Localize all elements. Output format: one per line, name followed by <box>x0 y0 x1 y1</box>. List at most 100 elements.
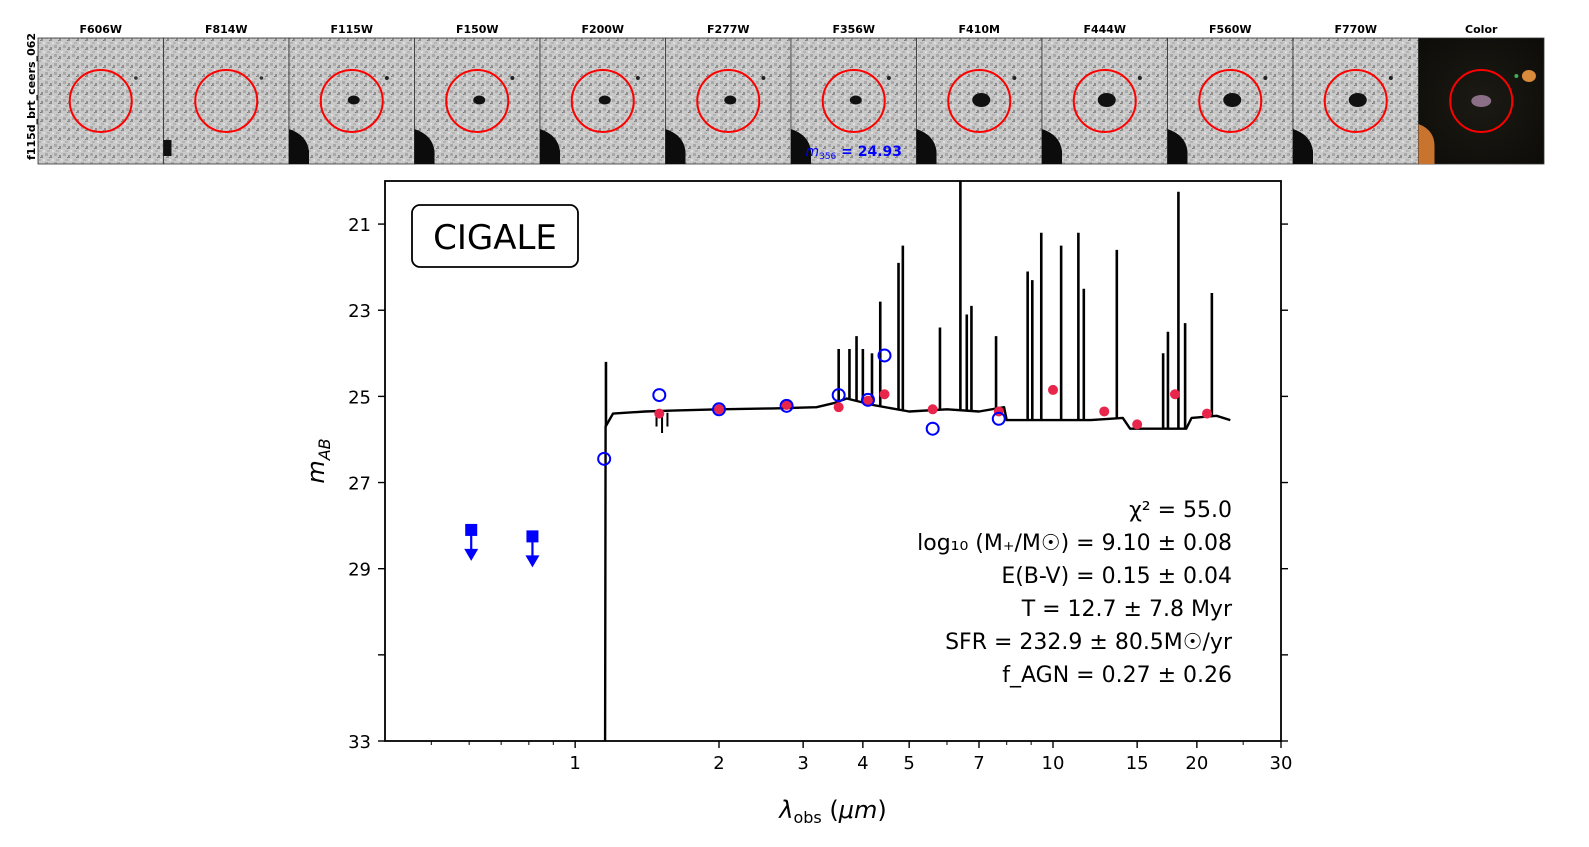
corner-source <box>1042 129 1062 164</box>
stamp-f356w: F356W m356 = 24.93 <box>790 23 917 165</box>
fit-statistic: f_AGN = 0.27 ± 0.26 <box>1002 663 1232 688</box>
neighbor-source <box>1514 74 1519 78</box>
aperture-circle <box>1449 69 1514 133</box>
upper-limit-arrow <box>464 548 479 561</box>
aperture-circle <box>68 69 133 133</box>
neighbor-source <box>1388 76 1393 80</box>
corner-source <box>1418 124 1435 164</box>
x-tick-label: 4 <box>857 753 868 774</box>
model-label: CIGALE <box>433 218 557 258</box>
plot-frame <box>384 180 1282 742</box>
stamp-f814w: F814W <box>163 23 290 165</box>
aperture-circle <box>1323 69 1388 133</box>
fit-statistic: SFR = 232.9 ± 80.5M☉/yr <box>945 630 1233 655</box>
corner-source <box>289 129 309 164</box>
source-blob <box>1471 95 1492 107</box>
neighbor-source <box>134 76 138 80</box>
aperture-circle <box>194 69 259 133</box>
stamp-f115w: F115W <box>288 23 415 165</box>
model-point <box>654 408 665 419</box>
x-tick-label: 2 <box>713 753 724 774</box>
model-point <box>833 402 844 413</box>
aperture-circle <box>821 69 886 133</box>
stamp-label: F814W <box>205 23 248 36</box>
stamp-label: F410M <box>959 23 1000 36</box>
observed-point <box>597 451 612 466</box>
corner-source <box>1293 129 1313 164</box>
aperture-circle <box>570 69 635 133</box>
source-blob <box>473 95 486 105</box>
x-tick-label: 5 <box>903 753 914 774</box>
stamp-label: F560W <box>1209 23 1252 36</box>
stamp-f606w: F606W <box>37 23 164 165</box>
neighbor-source <box>1137 76 1142 80</box>
stamp-f277w: F277W <box>665 23 792 165</box>
model-point <box>1048 384 1059 395</box>
observed-point <box>652 388 667 403</box>
neighbor-source <box>259 76 264 80</box>
corner-source <box>414 129 435 164</box>
observed-point <box>991 411 1006 426</box>
fit-statistics: χ² = 55.0 log₁₀ (M₊/M☉) = 9.10 ± 0.08 E(B-… <box>917 498 1233 688</box>
stamp-label: F200W <box>581 23 624 36</box>
upper-limit-marker <box>525 530 540 568</box>
fit-statistic: T = 12.7 ± 7.8 Myr <box>1021 597 1233 622</box>
model-point <box>1169 389 1180 400</box>
stamp-label: F115W <box>330 23 373 36</box>
stamp-image <box>163 37 290 165</box>
model-point <box>781 400 792 410</box>
y-tick-label: 33 <box>348 732 371 753</box>
stamp-f410m: F410M <box>916 23 1043 165</box>
y-axis-label: mAB <box>302 438 334 483</box>
neighbor-source <box>1012 76 1017 80</box>
stamp-color: Color <box>1418 23 1545 165</box>
model-point <box>879 389 890 400</box>
aperture-circle <box>947 69 1012 133</box>
x-tick-label: 1 <box>569 753 580 774</box>
observed-point <box>877 348 892 363</box>
corner-source <box>163 140 172 156</box>
neighbor-source <box>510 76 515 80</box>
model-point <box>714 404 725 415</box>
neighbor-source <box>384 76 389 80</box>
x-tick-label: 15 <box>1126 753 1149 774</box>
aperture-circle <box>1072 69 1137 133</box>
model-point <box>927 404 938 415</box>
stamp-f200w: F200W <box>539 23 666 165</box>
x-tick-label: 30 <box>1270 753 1293 774</box>
observed-point <box>860 392 875 407</box>
stamp-f560w: F560W <box>1167 23 1294 165</box>
source-blob <box>1348 93 1367 107</box>
y-tick-label: 21 <box>348 215 371 236</box>
observed-point <box>779 398 794 413</box>
stamp-label: F444W <box>1083 23 1126 36</box>
upper-limit-arrow <box>525 555 540 568</box>
x-tick-label: 20 <box>1185 753 1208 774</box>
aperture-circle <box>319 69 384 133</box>
fit-statistic: χ² = 55.0 <box>1129 498 1232 523</box>
neighbor-source <box>1263 76 1268 80</box>
model-label-box: CIGALE <box>411 204 579 268</box>
neighbor-source <box>761 76 766 80</box>
y-tick-label: 29 <box>348 560 371 581</box>
aperture-circle <box>1198 69 1263 133</box>
neighbor-source <box>1521 70 1536 82</box>
fit-statistic: E(B-V) = 0.15 ± 0.04 <box>1001 564 1232 589</box>
upper-limit-marker <box>464 523 479 561</box>
source-blob <box>347 95 360 105</box>
y-tick-label: 25 <box>348 387 371 408</box>
source-blob <box>849 95 862 105</box>
stamp-f444w: F444W <box>1041 23 1168 165</box>
model-point <box>1099 406 1110 417</box>
source-blob <box>972 93 991 107</box>
source-blob <box>1097 93 1116 107</box>
magnitude-label: m356 = 24.93 <box>805 144 902 162</box>
source-id: f115d_brt_ceers_062 <box>25 33 38 160</box>
aperture-circle <box>445 69 510 133</box>
corner-source <box>916 129 937 164</box>
stamp-label: F150W <box>456 23 499 36</box>
y-tick-label: 23 <box>348 301 371 322</box>
stamp-label: F277W <box>707 23 750 36</box>
source-blob <box>1223 93 1242 107</box>
